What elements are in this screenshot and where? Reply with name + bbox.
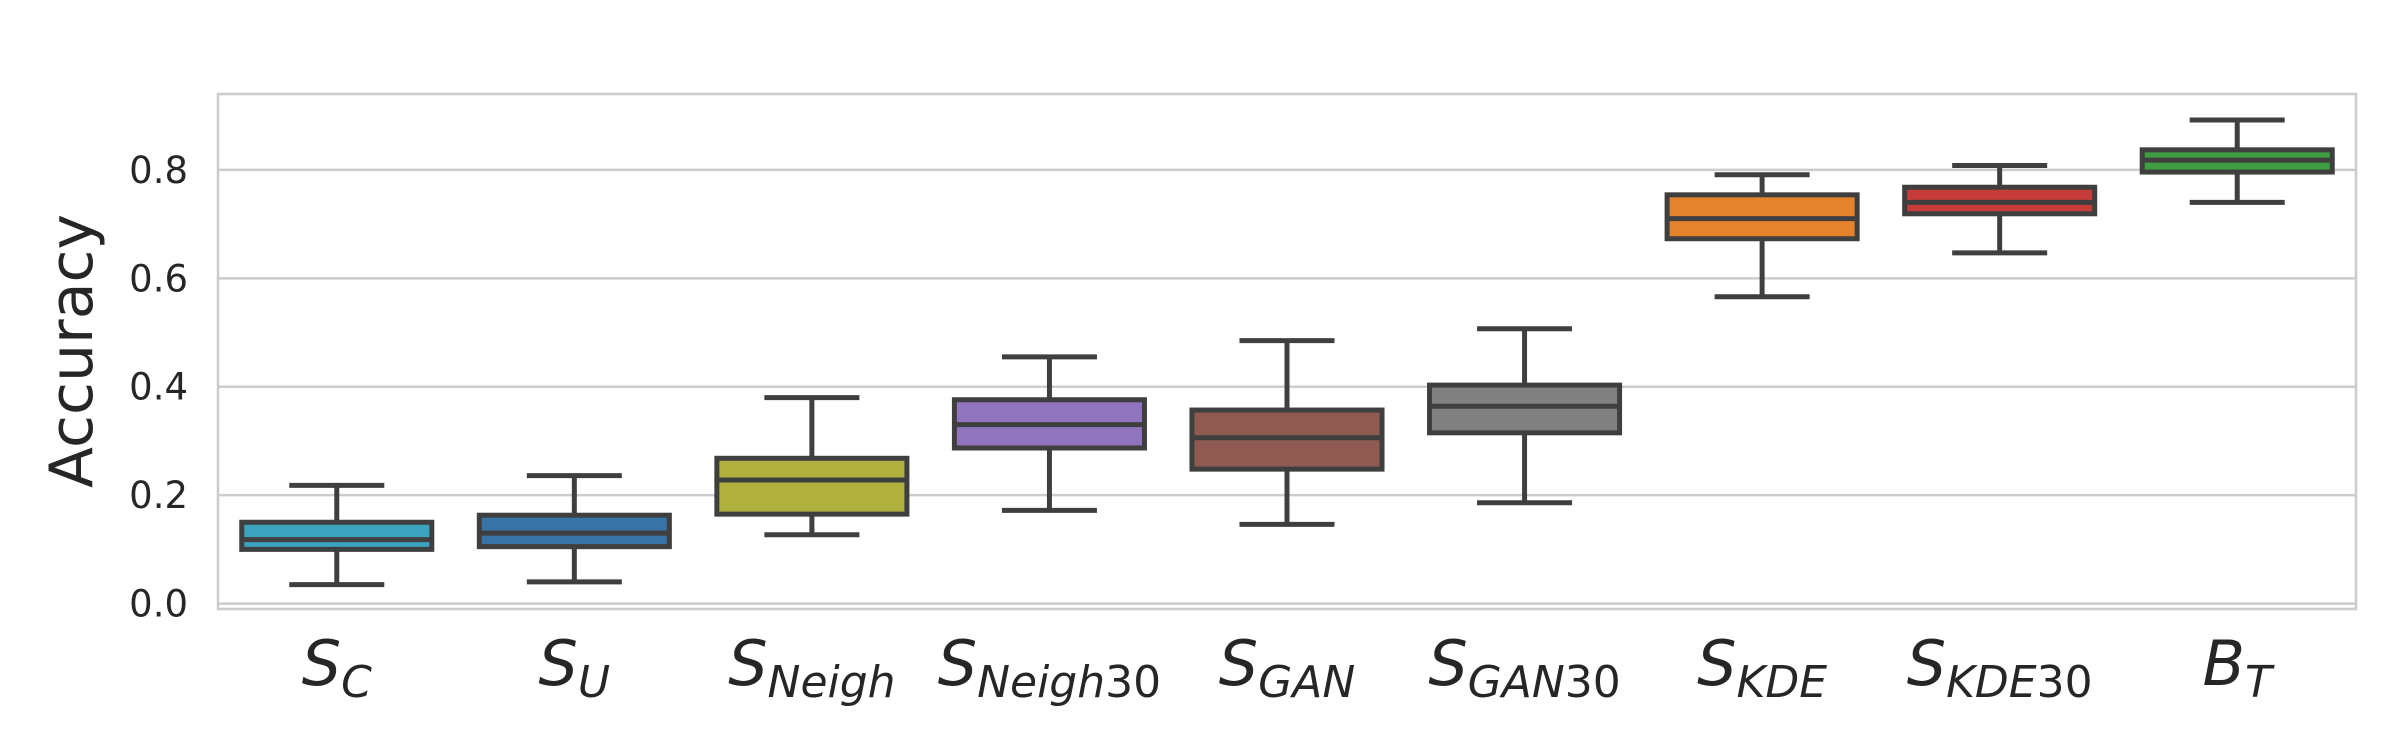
box-s-kde [1664,172,1860,300]
x-tick-subscript: U [578,657,610,708]
x-tick-label: SGAN [1219,627,1355,708]
boxes-layer [239,117,2335,588]
x-tick-label: SKDE30 [1907,627,2093,708]
x-tick-subscript: KDE [1946,657,2037,708]
box-s-u [476,473,672,585]
x-tick-main: S [938,627,977,700]
y-tick-label: 0.4 [129,366,188,409]
x-tick-subscript: Neigh [768,657,896,708]
y-tick-label: 0.2 [129,474,188,517]
x-tick-main: S [728,627,767,700]
x-tick-subscript: KDE [1737,657,1828,708]
y-tick-label: 0.0 [129,583,188,626]
box-s-c [239,482,435,588]
x-tick-subscript: C [341,657,372,708]
box-iqr [239,519,435,552]
y-tick-labels: 0.0 0.2 0.4 0.6 0.8 [129,149,188,626]
x-tick-label: SGAN30 [1428,627,1620,708]
x-tick-subscript: Neigh [977,657,1105,708]
box-iqr [714,455,910,517]
plot-frame [216,92,2358,611]
x-tick-labels: SC SU SNeigh SNeigh30 SGAN SGAN30 SKDE SKDE30 BT [302,627,2275,708]
box-s-kde30 [1902,163,2098,256]
box-iqr [1427,382,1623,436]
box-b-t [2139,117,2335,205]
box-s-neigh [714,395,910,538]
x-tick-main: S [539,627,578,700]
x-tick-label: SNeigh [728,627,895,708]
x-tick-subscript: GAN [1258,657,1355,708]
x-tick-label: BT [2203,627,2276,708]
x-tick-main: S [1219,627,1258,700]
x-tick-label: SNeigh30 [938,627,1161,708]
x-tick-main: S [1697,627,1736,700]
y-axis-label: Accuracy [37,214,107,488]
x-tick-label: SKDE [1697,627,1827,708]
x-tick-subscript: T [2245,657,2275,708]
x-tick-main: S [1907,627,1946,700]
x-tick-subscript: GAN [1468,657,1565,708]
y-tick-label: 0.6 [129,257,188,300]
box-s-gan30 [1427,326,1623,506]
x-tick-subscript-number: 30 [1565,657,1621,708]
x-tick-main: S [1428,627,1467,700]
x-tick-label: SU [539,627,611,708]
y-tick-label: 0.8 [129,149,188,192]
box-s-neigh30 [951,354,1147,513]
box-s-gan [1189,338,1385,527]
x-tick-subscript-number: 30 [2037,657,2093,708]
x-tick-label: SC [302,627,372,708]
x-tick-main: B [2203,627,2246,700]
x-tick-subscript-number: 30 [1105,657,1161,708]
x-tick-main: S [302,627,341,700]
